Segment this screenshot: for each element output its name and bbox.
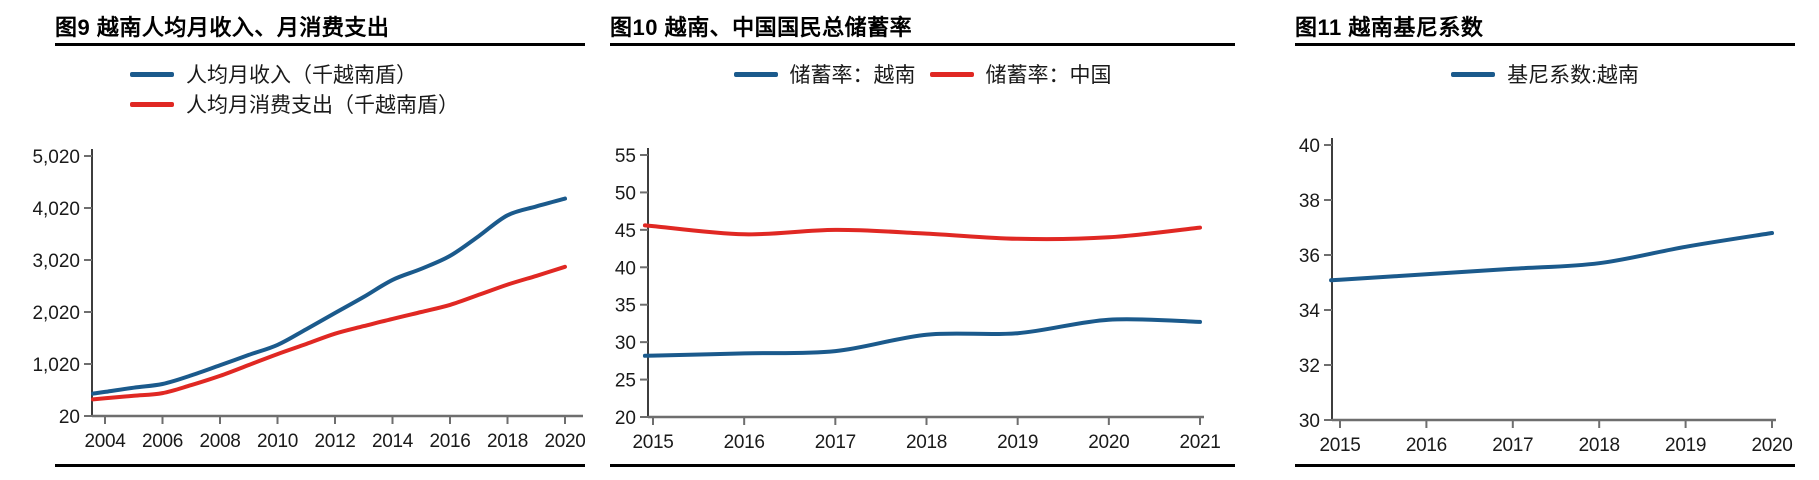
figure-11: 图11 越南基尼系数 基尼系数:越南 30 32 34 36 38 40 2015 2016 2… [1295, 13, 1795, 467]
legend-item: 储蓄率：中国 [929, 59, 1112, 89]
y-tick-label: 4,020 [32, 199, 80, 220]
y-tick-label: 38 [1299, 191, 1320, 212]
line-chart: 30 32 34 36 38 40 2015 2016 2017 2018 2019 2020 [1299, 136, 1793, 454]
x-tick-label: 2019 [997, 432, 1038, 453]
column-gap [585, 13, 610, 467]
x-tick-label: 2010 [257, 431, 298, 452]
figure-10: 图10 越南、中国国民总储蓄率 储蓄率：越南 储蓄率：中国 20 25 30 35 40 4… [610, 13, 1235, 467]
x-tick-label: 2018 [906, 432, 947, 453]
figure-9: 图9 越南人均月收入、月消费支出 人均月收入（千越南盾） 人均月消费支出（千越南盾… [30, 13, 585, 467]
column-gap [1235, 13, 1295, 467]
y-tick-label: 1,020 [32, 355, 80, 376]
legend-item: 储蓄率：越南 [733, 59, 916, 89]
x-tick-label: 2020 [1088, 432, 1129, 453]
legend-item: 人均月收入（千越南盾） [130, 59, 585, 89]
x-tick-label: 2020 [1751, 435, 1792, 454]
series-line [91, 264, 567, 402]
series-line [1329, 231, 1774, 283]
line-chart: 20 1,020 2,020 3,020 4,020 5,020 2004 2006 2008 2… [32, 147, 585, 452]
legend-label: 储蓄率：越南 [789, 64, 916, 87]
bottom-rule [55, 464, 585, 467]
x-tick-label: 2016 [724, 432, 765, 453]
x-tick-label: 2014 [372, 431, 414, 452]
legend-label: 基尼系数:越南 [1507, 64, 1639, 87]
bottom-rule [610, 464, 1235, 467]
legend-line-icon [1451, 71, 1496, 77]
title-rule [55, 43, 585, 46]
y-tick-label: 40 [615, 258, 636, 279]
y-tick-label: 30 [1299, 411, 1320, 432]
y-tick-label: 30 [615, 333, 636, 354]
figure-title: 图10 越南、中国国民总储蓄率 [610, 15, 913, 40]
legend-item: 人均月消费支出（千越南盾） [130, 89, 585, 119]
line-chart: 20 25 30 35 40 45 50 55 2015 2016 2017 2018 2019 2020… [615, 146, 1221, 453]
y-tick-label: 3,020 [32, 251, 80, 272]
x-tick-label: 2021 [1179, 432, 1220, 453]
y-tick-label: 50 [615, 183, 636, 204]
y-tick-label: 34 [1299, 301, 1321, 322]
title-rule [1295, 43, 1795, 46]
legend: 基尼系数:越南 [1295, 59, 1795, 89]
x-tick-label: 2019 [1665, 435, 1706, 454]
legend-label: 储蓄率：中国 [985, 64, 1112, 87]
legend-line-icon [929, 71, 974, 77]
x-tick-label: 2018 [1579, 435, 1620, 454]
legend-line-icon [733, 71, 778, 77]
x-tick-label: 2018 [487, 431, 528, 452]
x-tick-label: 2004 [84, 431, 126, 452]
x-tick-label: 2008 [199, 431, 240, 452]
y-tick-label: 2,020 [32, 303, 80, 324]
y-tick-label: 25 [615, 371, 636, 392]
legend-item: 基尼系数:越南 [1451, 59, 1639, 89]
series-line [91, 196, 567, 396]
figure-title: 图11 越南基尼系数 [1295, 15, 1484, 40]
y-tick-label: 55 [615, 146, 636, 167]
legend-line-icon [130, 101, 174, 107]
y-tick-label: 32 [1299, 356, 1320, 377]
y-tick-label: 40 [1299, 136, 1320, 157]
series-line [642, 223, 1202, 242]
x-tick-label: 2006 [142, 431, 183, 452]
figure-title: 图9 越南人均月收入、月消费支出 [55, 15, 390, 40]
series-line [642, 317, 1202, 358]
x-tick-label: 2015 [1319, 435, 1360, 454]
bottom-rule [1295, 464, 1795, 467]
title-rule [610, 43, 1235, 46]
legend-label: 人均月消费支出（千越南盾） [186, 94, 459, 117]
x-tick-label: 2017 [815, 432, 856, 453]
y-tick-label: 20 [59, 407, 80, 428]
y-tick-label: 35 [615, 296, 636, 317]
x-tick-label: 2016 [429, 431, 470, 452]
legend: 储蓄率：越南 储蓄率：中国 [610, 59, 1235, 89]
y-tick-label: 20 [615, 408, 636, 429]
x-tick-label: 2015 [632, 432, 673, 453]
legend-label: 人均月收入（千越南盾） [186, 64, 417, 87]
y-tick-label: 5,020 [32, 147, 80, 168]
y-tick-label: 45 [615, 221, 636, 242]
x-tick-label: 2020 [544, 431, 585, 452]
x-tick-label: 2012 [314, 431, 355, 452]
legend: 人均月收入（千越南盾） 人均月消费支出（千越南盾） [130, 59, 585, 119]
x-tick-label: 2017 [1492, 435, 1533, 454]
x-tick-label: 2016 [1406, 435, 1447, 454]
y-tick-label: 36 [1299, 246, 1320, 267]
legend-line-icon [130, 71, 174, 77]
